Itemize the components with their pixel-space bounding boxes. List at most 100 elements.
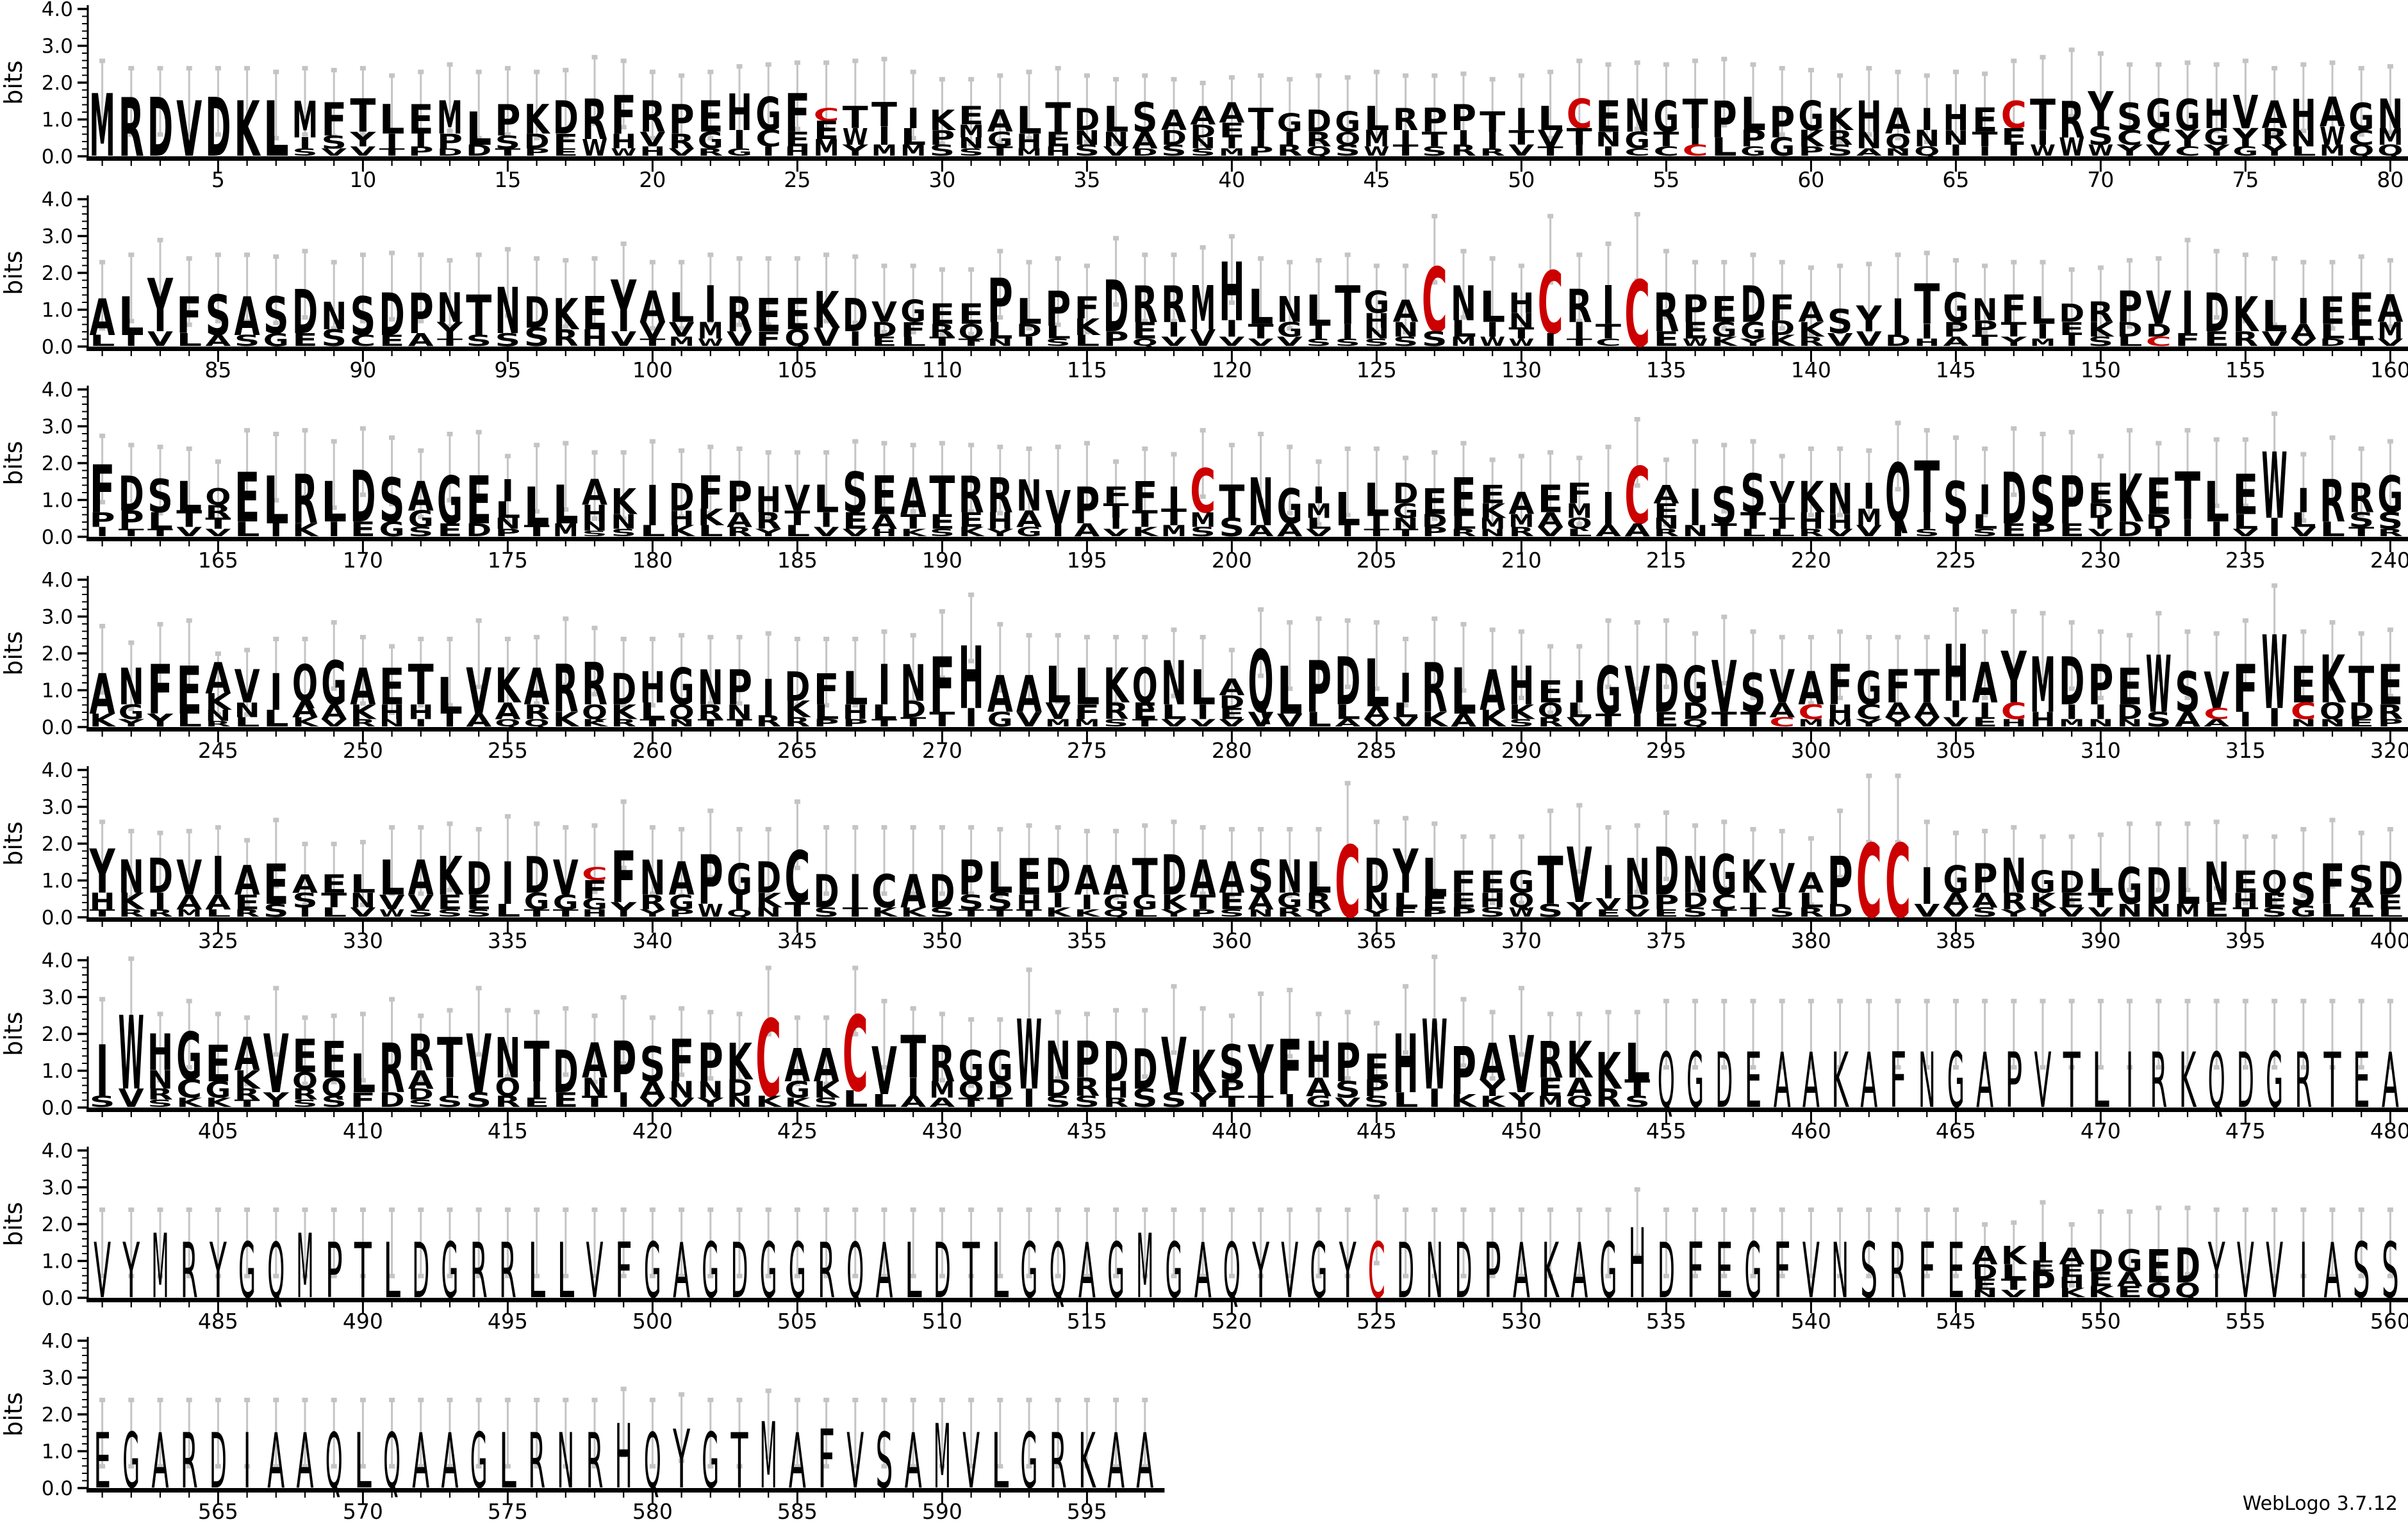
logo-letter: V [2232, 527, 2258, 538]
stack-444: PSV [1335, 1032, 1360, 1110]
x-tick-label: 450 [1501, 1118, 1542, 1142]
stack-286: ILV [1393, 665, 1419, 730]
logo-letter: K [755, 1093, 782, 1111]
logo-letter: L [1567, 699, 1592, 723]
logo-letter: T [959, 907, 984, 919]
logo-letter: D [1653, 651, 1679, 727]
logo-letter: Y [263, 1088, 290, 1112]
logo-letter: L [698, 523, 723, 540]
logo-letter: R [1422, 649, 1447, 728]
logo-letter: R [727, 525, 752, 539]
y-tick-label: 3.0 [42, 35, 73, 58]
logo-letter: T [1740, 905, 1766, 920]
logo-letter-cysteine: C [1190, 456, 1216, 527]
logo-letter: I [1167, 318, 1180, 342]
logo-letter: G [987, 128, 1013, 152]
logo-letter: V [1769, 855, 1795, 903]
logo-letter: Y [2174, 126, 2201, 152]
stack-452: KAQ [1567, 1031, 1594, 1111]
logo-letter: A [1653, 479, 1679, 509]
stack-167: LI [263, 462, 289, 541]
logo-letter: G [1364, 285, 1389, 320]
stack-426: AKS [814, 1040, 841, 1110]
logo-letter: T [1248, 1093, 1274, 1111]
logo-letter: P [408, 144, 434, 159]
logo-letter: R [586, 1417, 604, 1505]
logo-letter: A [1769, 699, 1795, 723]
logo-letter: P [524, 146, 550, 158]
logo-letter: K [235, 1065, 261, 1094]
stack-63: AQN [1885, 101, 1911, 158]
logo-letter: N [1277, 290, 1303, 331]
stack-107: DI [843, 290, 868, 350]
logo-letter: N [582, 519, 607, 534]
logo-letter: W [2030, 142, 2056, 160]
logo-letter: K [437, 846, 464, 908]
y-tick-label: 4.0 [42, 380, 73, 402]
logo-letter: F [1774, 1227, 1791, 1315]
logo-letter: R [292, 461, 318, 540]
y-axis-label: bits [0, 1202, 28, 1246]
logo-letter: A [1860, 1036, 1877, 1125]
logo-letter: K [1422, 708, 1449, 732]
stack-237: ILV [2291, 482, 2316, 539]
stack-269: NDT [900, 654, 926, 730]
logo-letter: S [292, 889, 318, 913]
logo-letter: Y [1856, 299, 1883, 340]
x-tick-label: 520 [1212, 1309, 1252, 1332]
logo-letter: H [1306, 1031, 1332, 1090]
stack-279: LIV [1190, 660, 1216, 729]
logo-letter: H [1016, 891, 1042, 915]
x-tick-label: 420 [632, 1118, 673, 1142]
logo-letter: P [611, 1026, 636, 1109]
logo-letter: D [466, 142, 491, 160]
stack-265: DKR [784, 663, 811, 730]
logo-letter: N [1624, 90, 1650, 143]
stack-186: LIV [814, 478, 839, 539]
logo-letter: D [466, 520, 491, 541]
logo-letter: L [987, 853, 1013, 903]
stack-427: CL [843, 994, 868, 1115]
stack-283: PL [1306, 646, 1332, 731]
logo-letter: K [1045, 905, 1072, 920]
logo-letter: R [929, 1035, 955, 1093]
logo-letter: C [1653, 144, 1679, 159]
logo-letter: N [1856, 127, 1882, 154]
logo-letter: L [1711, 132, 1737, 161]
logo-letter: K [784, 1095, 811, 1110]
logo-letter: P [326, 1227, 343, 1315]
logo-letter: L [991, 1417, 1009, 1505]
logo-letter: K [814, 281, 841, 340]
stack-454: LTS [1624, 1033, 1650, 1111]
stack-221: NHV [1827, 475, 1853, 539]
logo-letter: N [1683, 523, 1708, 540]
logo-letter: V [553, 850, 579, 906]
stack-78: AWM [2320, 88, 2345, 160]
logo-letter: M [814, 135, 839, 161]
logo-letter: D [524, 130, 550, 154]
stack-417: DE [553, 1038, 579, 1111]
stack-281: QV [1248, 632, 1274, 732]
logo-letter: L [1451, 656, 1476, 729]
logo-letter: Q [1306, 144, 1332, 159]
logo-letter: D [1161, 126, 1187, 150]
stack-121: LTV [1248, 279, 1274, 348]
logo-letter: V [2204, 662, 2229, 721]
logo-letter: V [1856, 523, 1882, 540]
x-tick-label: 360 [1212, 928, 1252, 951]
logo-letter: A [1480, 1033, 1505, 1092]
logo-letter: E [1480, 865, 1505, 900]
logo-letter: D [1132, 146, 1158, 158]
logo-letter: K [2088, 318, 2115, 342]
logo-letter: M [297, 1216, 314, 1318]
logo-letter: G [669, 891, 695, 915]
logo-letter: N [1918, 1036, 1936, 1125]
stack-472: R [2150, 1036, 2167, 1125]
logo-letter: D [814, 866, 839, 919]
logo-letter: G [1393, 499, 1419, 523]
stack-4: V [176, 85, 202, 174]
logo-letter: R [639, 92, 665, 142]
stack-189: ATK [900, 468, 927, 539]
logo-letter: V [1827, 527, 1853, 538]
